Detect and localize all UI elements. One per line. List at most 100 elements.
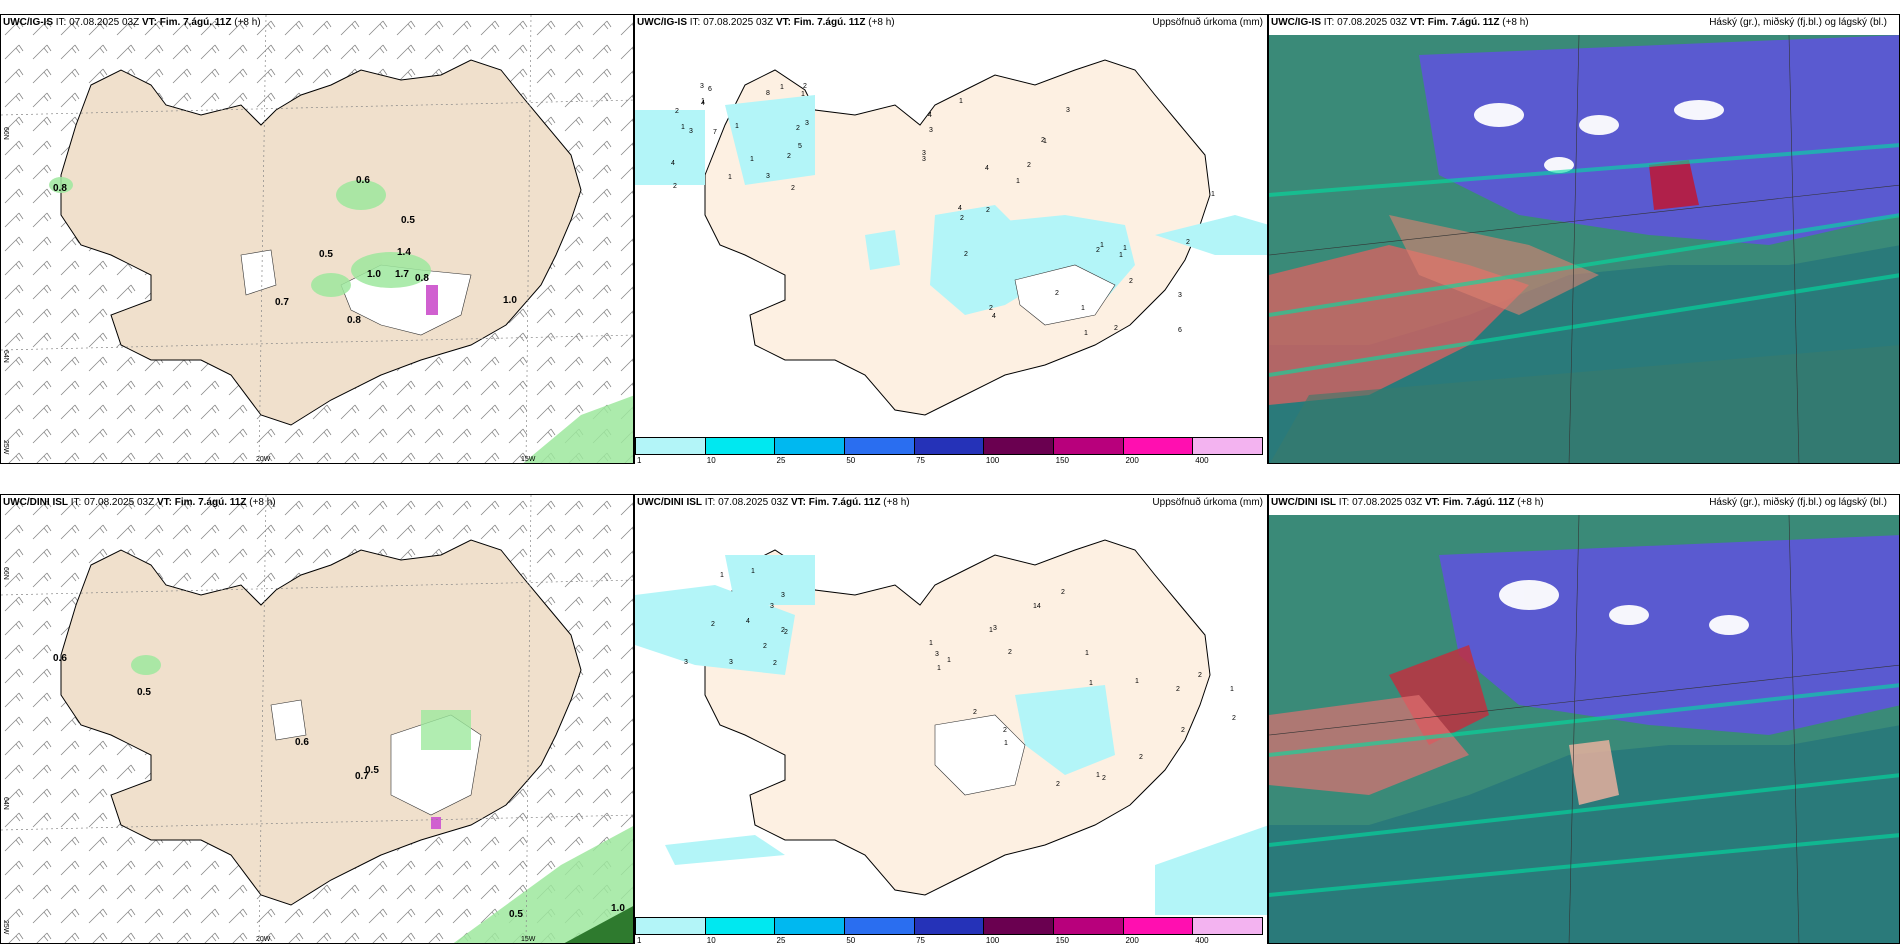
- colorbar: [635, 437, 1263, 455]
- precip-value: 1: [1085, 650, 1089, 657]
- colorbar-tick: 100: [985, 936, 1000, 944]
- precip-value: 2: [1003, 727, 1007, 734]
- colorbar-tick: 400: [1195, 936, 1209, 944]
- colorbar-segment: [1123, 918, 1194, 934]
- precip-value: 2: [1181, 727, 1185, 734]
- iceland-landmass: [704, 539, 1211, 896]
- colorbar-segment: [775, 438, 846, 454]
- panel-title: UWC/IG-IS IT: 07.08.2025 03Z VT: Fim. 7.…: [3, 17, 261, 28]
- colorbar-segment: [636, 438, 706, 454]
- precip-value: 3: [770, 603, 774, 610]
- value-label: 0.6: [295, 737, 309, 748]
- value-label: 0.6: [53, 653, 67, 664]
- precip-value: 2: [1061, 589, 1065, 596]
- lon-label: 15W: [521, 936, 536, 943]
- panel-wind-dini: UWC/DINI ISL IT: 07.08.2025 03Z VT: Fim.…: [0, 494, 634, 944]
- colorbar: [635, 917, 1263, 935]
- precip-value: 2: [1114, 325, 1118, 332]
- precip-value: 1: [751, 568, 755, 575]
- colorbar-segment: [984, 438, 1055, 454]
- precip-shading: [131, 655, 633, 943]
- lat-label: 64N: [2, 350, 9, 363]
- glacier: [270, 699, 307, 741]
- value-label: 0.5: [509, 909, 523, 920]
- precip-value: 2: [784, 629, 788, 636]
- value-label: 1.4: [397, 247, 411, 258]
- precip-value: 1: [1043, 138, 1047, 145]
- colorbar-segment: [1054, 438, 1124, 454]
- wind-map-2: 0.6 0.5 0.6 0.7 0.5 0.5 1.0 20W 15W 66N …: [1, 495, 633, 943]
- precip-value: 2: [763, 643, 767, 650]
- colorbar-segment: [914, 438, 985, 454]
- colorbar-segment: [1193, 918, 1263, 934]
- colorbar-tick: 10: [706, 936, 716, 944]
- precip-value: 2: [1129, 278, 1133, 285]
- precip-value: 2: [1102, 775, 1106, 782]
- precip-value: 3: [922, 150, 926, 157]
- precip-value: 3: [805, 120, 809, 127]
- value-label: 0.8: [347, 315, 361, 326]
- precip-value: 1: [701, 98, 705, 105]
- precip-value: 4: [746, 618, 750, 625]
- panel-subtitle: Háský (gr.), miðský (fj.bl.) og lágský (…: [1709, 17, 1887, 28]
- precip-value: 5: [798, 143, 802, 150]
- colorbar-tick: 50: [846, 936, 856, 944]
- precip-value: 3: [684, 659, 688, 666]
- precip-value: 2: [973, 709, 977, 716]
- precip-value: 1: [1016, 178, 1020, 185]
- colorbar-segment: [1054, 918, 1124, 934]
- colorbar-segment: [775, 918, 846, 934]
- precip-value: 2: [773, 660, 777, 667]
- lon-label: 20W: [256, 936, 271, 943]
- wind-map-1: 0.8 0.6 0.5 0.5 1.4 1.0 1.7 0.8 0.7 0.8 …: [1, 15, 633, 463]
- iceland-landmass: [60, 539, 582, 906]
- precip-value: 2: [1198, 672, 1202, 679]
- panel-clouds-dini: UWC/DINI ISL IT: 07.08.2025 03Z VT: Fim.…: [1268, 494, 1900, 944]
- colorbar-tick: 10: [706, 456, 716, 464]
- value-label: 0.6: [356, 175, 370, 186]
- colorbar-segment: [705, 918, 776, 934]
- value-label: 0.5: [137, 687, 151, 698]
- precip-value: 6: [708, 86, 712, 93]
- precip-value: 6: [1178, 327, 1182, 334]
- precip-value: 2: [1096, 247, 1100, 254]
- value-label: 0.5: [401, 215, 415, 226]
- precip-value: 2: [1186, 239, 1190, 246]
- precip-value: 1: [1119, 252, 1123, 259]
- value-label: 1.0: [503, 295, 517, 306]
- precip-value: 1: [720, 572, 724, 579]
- precip-value: 2: [1232, 715, 1236, 722]
- colorbar-labels: 1 10 25 50 75 100 150 200 400: [635, 936, 1263, 944]
- precip-value: 1: [929, 640, 933, 647]
- precip-value: 2: [803, 83, 807, 90]
- precip-value: 4: [928, 112, 932, 119]
- value-label: 0.8: [53, 183, 67, 194]
- precip-value: 1: [780, 84, 784, 91]
- panel-title: UWC/IG-IS IT: 07.08.2025 03Z VT: Fim. 7.…: [637, 17, 895, 28]
- precip-value: 3: [689, 128, 693, 135]
- colorbar-tick: 100: [985, 456, 1000, 464]
- precip-value: 2: [711, 621, 715, 628]
- cloud-map-2: [1269, 514, 1899, 943]
- panel-subtitle: Háský (gr.), miðský (fj.bl.) og lágský (…: [1709, 497, 1887, 508]
- colorbar-segment: [636, 918, 706, 934]
- colorbar-tick: 200: [1125, 936, 1139, 944]
- precip-value: 4: [701, 100, 705, 107]
- precip-value: 1: [801, 91, 805, 98]
- precip-value: 2: [1027, 162, 1031, 169]
- lat-label: 25W: [2, 920, 9, 935]
- precip-value: 4: [958, 205, 962, 212]
- precip-value: 1: [1211, 191, 1215, 198]
- precip-value: 2: [1041, 137, 1045, 144]
- colorbar-tick: 25: [776, 456, 786, 464]
- panel-title: UWC/DINI ISL IT: 07.08.2025 03Z VT: Fim.…: [637, 497, 910, 508]
- colorbar-tick: 150: [1055, 936, 1070, 944]
- precip-value: 4: [985, 165, 989, 172]
- panel-precip-dini: UWC/DINI ISL IT: 07.08.2025 03Z VT: Fim.…: [634, 494, 1268, 944]
- precip-value: 3: [700, 83, 704, 90]
- precip-value: 2: [989, 305, 993, 312]
- colorbar-segment: [845, 438, 915, 454]
- precip-value: 3: [935, 651, 939, 658]
- colorbar-tick: 75: [916, 936, 926, 944]
